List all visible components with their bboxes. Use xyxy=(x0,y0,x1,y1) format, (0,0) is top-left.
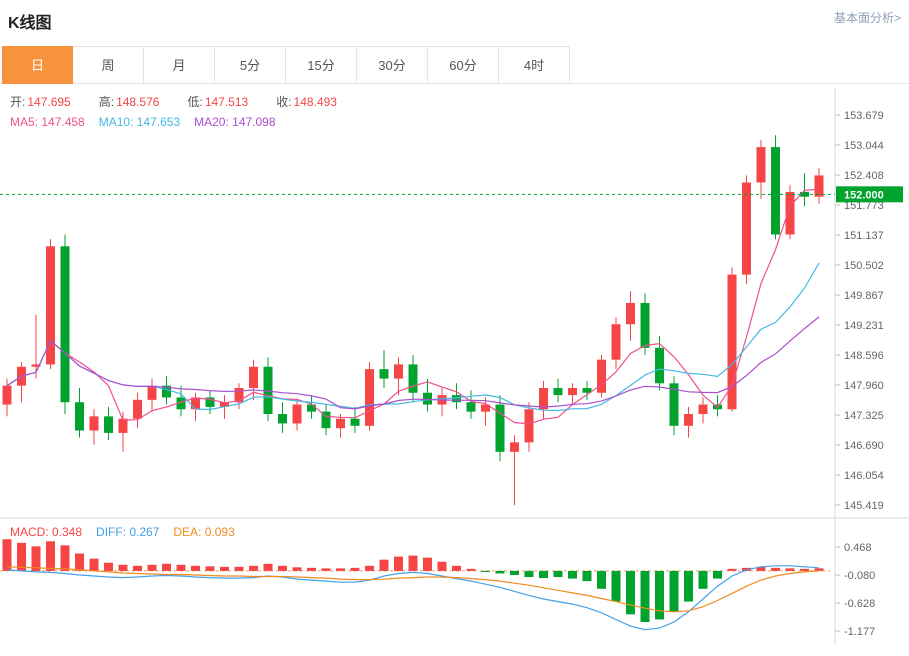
timeframe-tab-6[interactable]: 60分 xyxy=(428,46,499,84)
price-axis-label: 152.408 xyxy=(844,170,884,182)
macd-item-1: DIFF: 0.267 xyxy=(96,525,160,539)
macd-axis-label: -1.177 xyxy=(844,626,875,638)
ma5-line xyxy=(6,188,820,425)
ma-item-0: MA5: 147.458 xyxy=(10,115,85,129)
timeframe-tab-5[interactable]: 30分 xyxy=(357,46,428,84)
macd-item-2: DEA: 0.093 xyxy=(173,525,235,539)
macd-legend: MACD: 0.348 DIFF: 0.267 DEA: 0.093 xyxy=(10,525,249,539)
candles-layer xyxy=(2,135,824,506)
price-axis: 153.679 153.044 152.408 151.773 151.137 150.5… xyxy=(834,88,884,645)
page-title: K线图 xyxy=(8,15,52,32)
fundamental-analysis-link[interactable]: 基本面分析> xyxy=(833,11,901,25)
timeframe-tab-7[interactable]: 4时 xyxy=(499,46,570,84)
kline-chart[interactable]: 153.679 153.044 152.408 151.773 151.137 150.5… xyxy=(0,84,909,651)
chart-area[interactable]: 开: 147.695 高: 148.576 低: 147.513 收: 148.493 MA5… xyxy=(0,84,909,651)
current-price-badge: 152.000 xyxy=(836,186,903,203)
ma-lines-layer xyxy=(6,188,820,425)
timeframe-tab-4[interactable]: 15分 xyxy=(286,46,357,84)
timeframe-tab-0[interactable]: 日 xyxy=(2,46,73,84)
ma-item-1: MA10: 147.653 xyxy=(98,115,181,129)
price-axis-label: 151.137 xyxy=(844,230,884,242)
macd-item-0: MACD: 0.348 xyxy=(10,525,83,539)
price-axis-label: 146.690 xyxy=(844,440,884,452)
timeframe-tab-3[interactable]: 5分 xyxy=(215,46,286,84)
dea-line xyxy=(6,566,820,613)
ohlc-item-1: 高: 148.576 xyxy=(98,95,160,109)
price-axis-label: 148.596 xyxy=(844,350,884,362)
macd-axis-label: -0.628 xyxy=(844,598,875,610)
price-axis-label: 153.679 xyxy=(844,110,884,122)
ohlc-item-2: 低: 147.513 xyxy=(187,95,249,109)
timeframe-tabs: 日周月 5分 15分 30分 60分 4时 xyxy=(0,46,909,84)
price-axis-label: 153.044 xyxy=(844,140,884,152)
macd-layer xyxy=(0,539,830,631)
price-axis-label: 149.867 xyxy=(844,290,884,302)
ohlc-item-3: 收: 148.493 xyxy=(276,95,337,109)
macd-axis-label: 0.468 xyxy=(844,542,872,554)
price-axis-label: 147.960 xyxy=(844,380,884,392)
price-axis-label: 149.231 xyxy=(844,320,884,332)
timeframe-tab-2[interactable]: 月 xyxy=(144,46,215,84)
ohlc-legend: 开: 147.695 高: 148.576 低: 147.513 收: 148.493 xyxy=(10,93,365,110)
ma20-line xyxy=(6,316,820,410)
price-axis-label: 146.054 xyxy=(844,470,884,482)
timeframe-tab-1[interactable]: 周 xyxy=(73,46,144,84)
ma-legend: MA5: 147.458 MA10: 147.653 MA20: 147.098 xyxy=(10,115,290,129)
current-price-label: 152.000 xyxy=(844,189,884,201)
price-axis-label: 150.502 xyxy=(844,260,884,272)
ohlc-item-0: 开: 147.695 xyxy=(10,95,71,109)
macd-axis-label: -0.080 xyxy=(844,570,875,582)
price-axis-label: 147.325 xyxy=(844,410,884,422)
price-axis-label: 145.419 xyxy=(844,500,884,512)
page-header: K线图 基本面分析> xyxy=(0,0,909,46)
ma-item-2: MA20: 147.098 xyxy=(194,115,276,129)
price-axis-label: 151.773 xyxy=(844,200,884,212)
diff-line xyxy=(6,565,820,631)
